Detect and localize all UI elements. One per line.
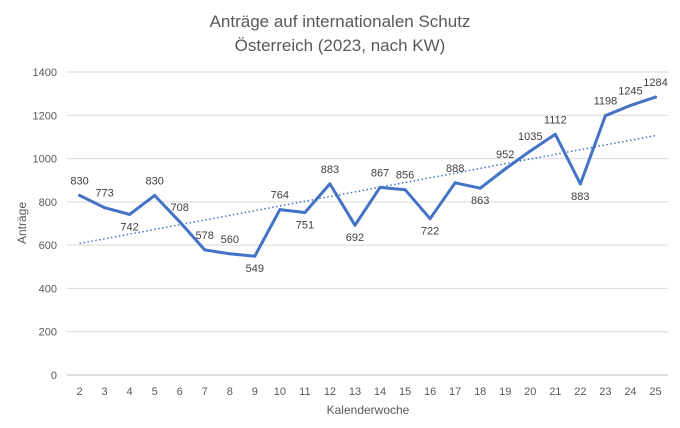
y-tick-label: 0 — [51, 370, 57, 382]
x-tick-label: 14 — [374, 386, 386, 398]
data-label: 549 — [246, 263, 264, 275]
data-point — [378, 185, 382, 189]
data-label: 1198 — [594, 96, 618, 108]
data-point — [153, 193, 157, 197]
data-point — [328, 182, 332, 186]
x-tick-label: 7 — [202, 386, 208, 398]
data-point — [228, 252, 232, 256]
data-point — [303, 210, 307, 214]
data-label: 952 — [496, 149, 514, 161]
x-axis-ticks: 2 3 4 5 6 7 8 9 10 11 12 13 14 15 16 17 18 19 20 21 22 23 24 25 — [76, 386, 661, 398]
data-label: 883 — [571, 191, 589, 203]
x-tick-label: 9 — [252, 386, 258, 398]
data-point — [253, 254, 257, 258]
data-point — [653, 95, 657, 99]
data-label: 830 — [145, 175, 163, 187]
data-point — [353, 223, 357, 227]
data-label: 773 — [95, 188, 113, 200]
x-tick-label: 4 — [127, 386, 133, 398]
x-tick-label: 23 — [599, 386, 611, 398]
trendline-layer — [79, 134, 656, 245]
data-label: 1245 — [618, 86, 642, 98]
x-tick-label: 25 — [649, 386, 661, 398]
data-label: 1035 — [518, 131, 542, 143]
data-label: 578 — [196, 230, 214, 242]
x-axis-label: Kalenderwoche — [327, 403, 410, 417]
chart-subtitle: Österreich (2023, nach KW) — [235, 36, 446, 55]
data-label: 560 — [221, 234, 239, 246]
data-label: 764 — [271, 190, 289, 202]
data-label: 867 — [371, 167, 389, 179]
x-tick-label: 21 — [549, 386, 561, 398]
y-tick-label: 1000 — [33, 154, 57, 166]
x-tick-label: 18 — [474, 386, 486, 398]
x-tick-label: 5 — [152, 386, 158, 398]
data-point — [503, 167, 507, 171]
x-tick-label: 6 — [177, 386, 183, 398]
y-tick-label: 800 — [39, 197, 57, 209]
x-tick-label: 13 — [349, 386, 361, 398]
series-line — [78, 95, 657, 258]
data-labels: 830 773 742 830 708 578 560 549 764 751 883 692 867 8… — [70, 77, 667, 275]
x-tick-label: 17 — [449, 386, 461, 398]
x-tick-label: 11 — [299, 386, 310, 398]
trendline — [79, 134, 656, 245]
data-label: 883 — [321, 164, 339, 176]
data-point — [78, 193, 82, 197]
x-tick-label: 19 — [499, 386, 511, 398]
data-label: 856 — [396, 170, 414, 182]
data-point — [453, 181, 457, 185]
x-tick-label: 12 — [324, 386, 336, 398]
x-tick-label: 3 — [102, 386, 108, 398]
x-tick-label: 2 — [76, 386, 82, 398]
y-tick-label: 200 — [39, 327, 57, 339]
data-point — [278, 208, 282, 212]
series-layer — [78, 95, 657, 258]
y-tick-label: 1400 — [33, 67, 57, 79]
data-point — [203, 248, 207, 252]
data-point — [178, 220, 182, 224]
data-label: 863 — [471, 195, 489, 207]
data-label: 888 — [446, 163, 464, 175]
data-label: 708 — [171, 202, 189, 214]
x-tick-label: 15 — [399, 386, 411, 398]
data-label: 1284 — [643, 77, 667, 89]
x-tick-label: 20 — [524, 386, 536, 398]
data-point — [478, 186, 482, 190]
y-tick-label: 400 — [39, 283, 57, 295]
data-label: 742 — [120, 221, 138, 233]
data-point — [103, 206, 107, 210]
gridlines — [67, 71, 668, 376]
x-tick-label: 22 — [574, 386, 586, 398]
data-point — [553, 132, 557, 136]
data-point — [528, 149, 532, 153]
y-tick-label: 1200 — [33, 110, 57, 122]
data-point — [428, 217, 432, 221]
x-tick-label: 10 — [274, 386, 286, 398]
data-point — [603, 114, 607, 118]
data-label: 1112 — [544, 114, 567, 126]
chart-title: Anträge auf internationalen Schutz — [210, 12, 471, 31]
x-tick-label: 24 — [624, 386, 636, 398]
y-axis-label: Anträge — [15, 202, 29, 244]
data-point — [403, 188, 407, 192]
x-tick-label: 16 — [424, 386, 436, 398]
data-point — [578, 182, 582, 186]
data-point — [128, 212, 132, 216]
data-label: 751 — [296, 219, 314, 231]
x-tick-label: 8 — [227, 386, 233, 398]
y-tick-label: 600 — [39, 240, 57, 252]
data-point — [628, 104, 632, 108]
data-label: 830 — [70, 175, 88, 187]
data-label: 722 — [421, 226, 439, 238]
data-label: 692 — [346, 232, 364, 244]
y-axis-ticks: 0 200 400 600 800 1000 1200 1400 — [33, 67, 57, 382]
